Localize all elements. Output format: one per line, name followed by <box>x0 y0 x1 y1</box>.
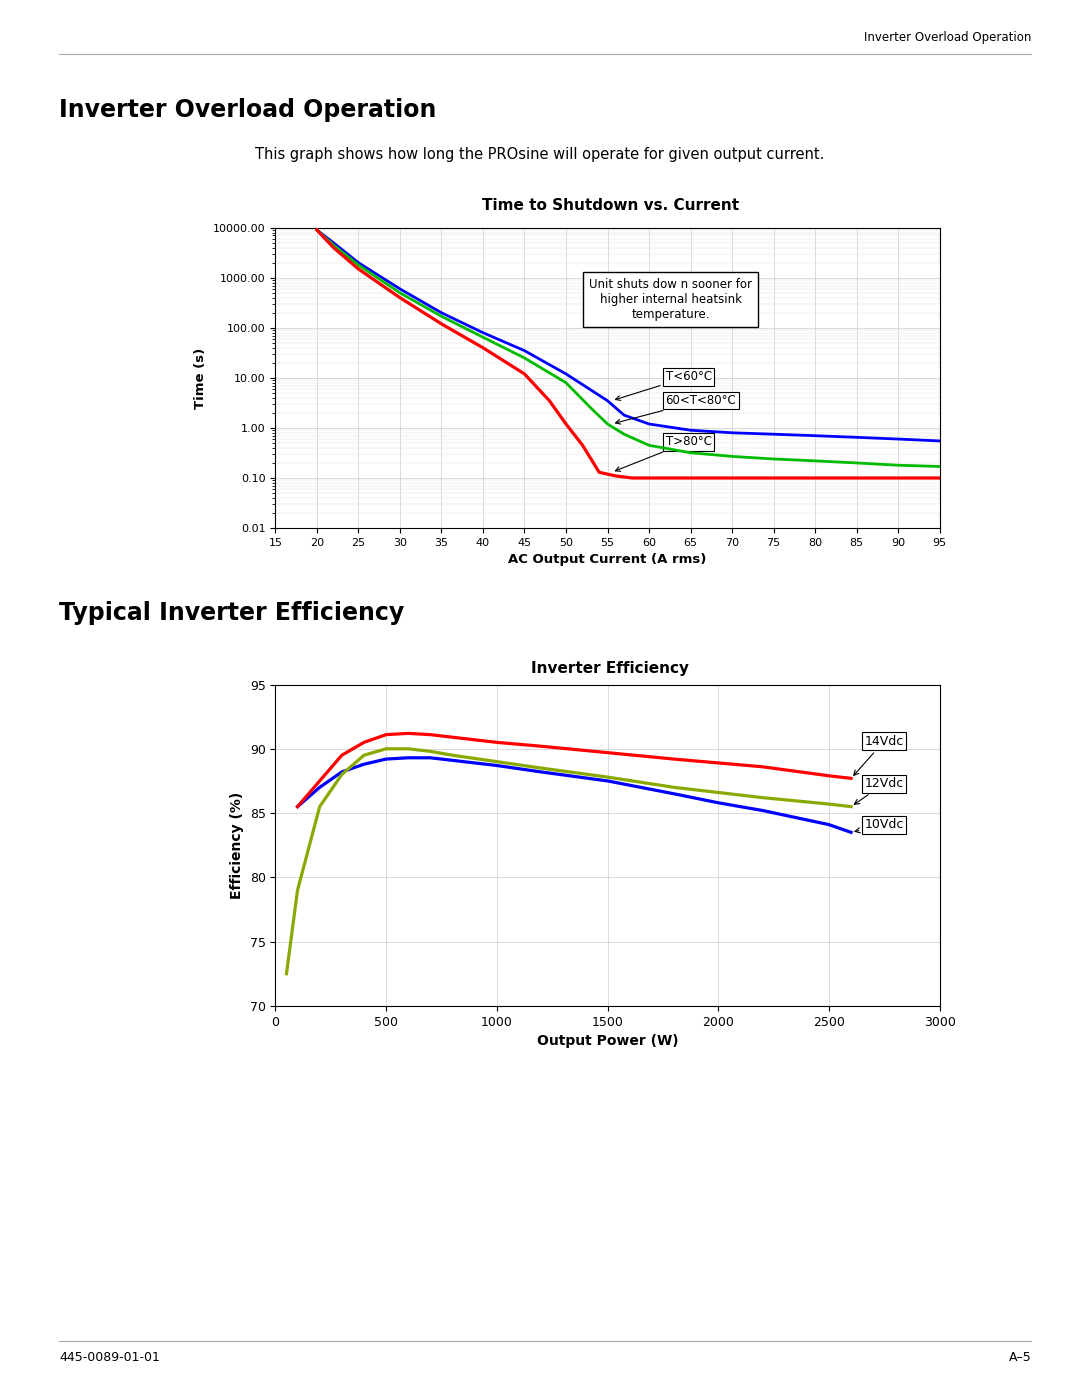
Text: 60<T<80°C: 60<T<80°C <box>616 394 737 425</box>
Text: T<60°C: T<60°C <box>616 370 712 401</box>
Text: 14Vdc: 14Vdc <box>853 735 904 775</box>
Text: A–5: A–5 <box>1009 1351 1031 1363</box>
Text: T>80°C: T>80°C <box>616 436 712 471</box>
Y-axis label: Time (s): Time (s) <box>194 348 207 408</box>
Text: 12Vdc: 12Vdc <box>854 777 904 805</box>
Text: 445-0089-01-01: 445-0089-01-01 <box>59 1351 160 1363</box>
Text: Time to Shutdown vs. Current: Time to Shutdown vs. Current <box>482 198 739 214</box>
Text: Unit shuts dow n sooner for
higher internal heatsink
temperature.: Unit shuts dow n sooner for higher inter… <box>589 278 752 321</box>
Text: Inverter Overload Operation: Inverter Overload Operation <box>59 98 436 122</box>
Text: 10Vdc: 10Vdc <box>855 819 904 833</box>
X-axis label: Output Power (W): Output Power (W) <box>537 1034 678 1048</box>
Text: This graph shows how long the PROsine will operate for given output current.: This graph shows how long the PROsine wi… <box>255 147 825 162</box>
Text: Inverter Overload Operation: Inverter Overload Operation <box>864 31 1031 45</box>
Y-axis label: Efficiency (%): Efficiency (%) <box>230 792 244 898</box>
Text: Inverter Efficiency: Inverter Efficiency <box>531 661 689 676</box>
X-axis label: AC Output Current (A rms): AC Output Current (A rms) <box>509 553 706 566</box>
Text: Typical Inverter Efficiency: Typical Inverter Efficiency <box>59 601 405 624</box>
